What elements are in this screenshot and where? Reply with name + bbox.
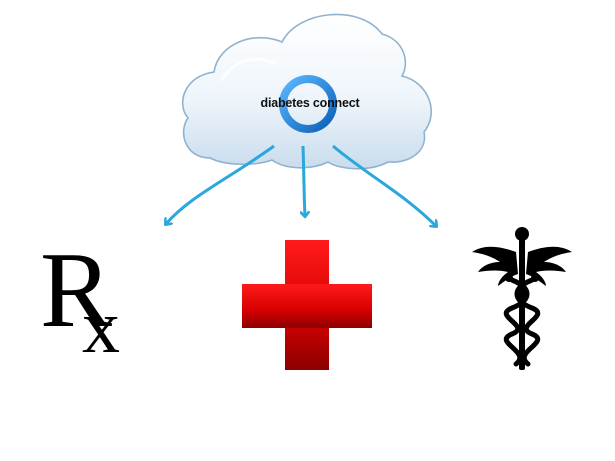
arrow-center — [303, 145, 305, 216]
arrow-left — [166, 144, 275, 224]
logo-ring-icon — [279, 75, 337, 133]
cloud-label: diabetes connect — [260, 96, 360, 110]
cloud-icon — [181, 13, 433, 170]
svg-text:x: x — [82, 285, 120, 369]
red-cross-icon — [242, 240, 372, 370]
svg-text:R: R — [40, 231, 112, 350]
caduceus-icon — [472, 227, 572, 370]
rx-icon: R x — [40, 231, 120, 369]
arrow-right — [332, 144, 436, 226]
